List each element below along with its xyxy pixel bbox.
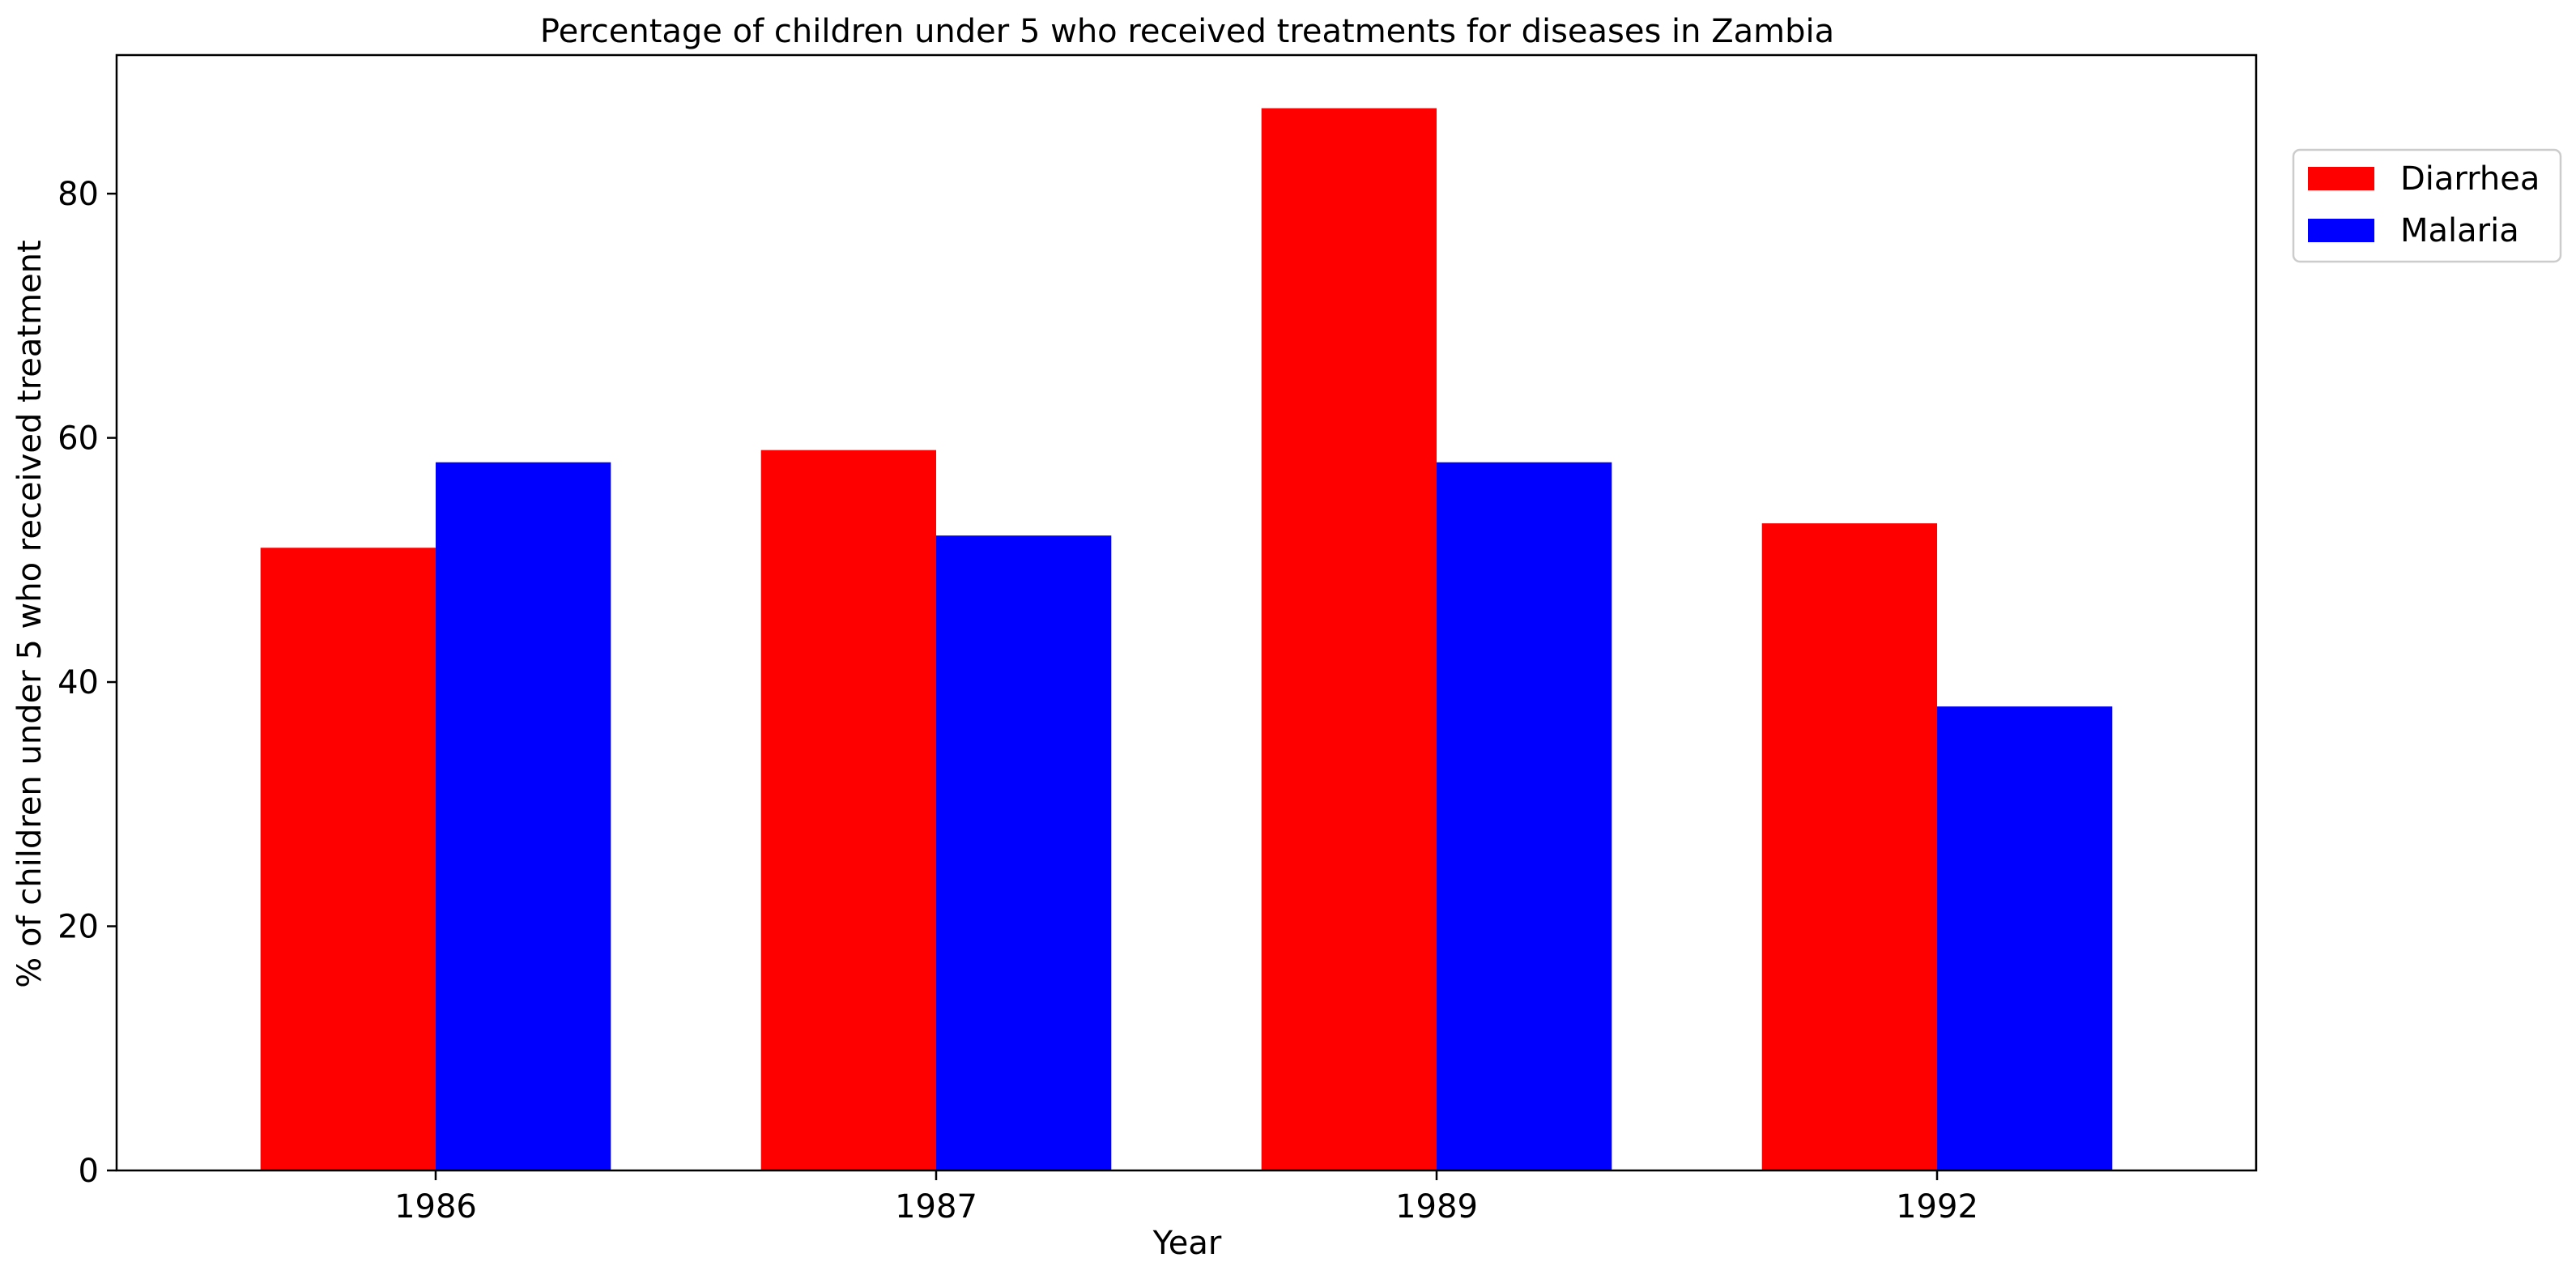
bar-diarrhea-1992 bbox=[1761, 523, 1938, 1170]
axes-layer: 0 20 40 60 80 1986 1987 1989 1992 bbox=[57, 53, 2258, 1226]
y-tick-label: 20 bbox=[57, 909, 99, 946]
y-tick-label: 40 bbox=[57, 664, 99, 701]
bar-diarrhea-1986 bbox=[260, 548, 436, 1170]
bar-malaria-1992 bbox=[1937, 706, 2113, 1170]
x-tick-label: 1992 bbox=[1896, 1188, 1978, 1226]
bar-diarrhea-1989 bbox=[1261, 108, 1437, 1171]
bars-layer bbox=[260, 108, 2113, 1171]
y-tick-label: 80 bbox=[57, 176, 99, 213]
bar-malaria-1989 bbox=[1437, 462, 1612, 1170]
x-tick-label: 1989 bbox=[1395, 1188, 1478, 1226]
x-tick-label: 1986 bbox=[394, 1188, 477, 1226]
x-axis-label: Year bbox=[1152, 1225, 1222, 1262]
chart-title: Percentage of children under 5 who recei… bbox=[540, 13, 1834, 50]
x-tick-label: 1987 bbox=[895, 1188, 977, 1226]
y-tick-label: 0 bbox=[79, 1153, 99, 1190]
legend-label-diarrhea: Diarrhea bbox=[2400, 160, 2540, 198]
bar-malaria-1987 bbox=[935, 535, 1112, 1170]
y-axis-label: % of children under 5 who received treat… bbox=[11, 240, 49, 987]
legend-swatch-diarrhea bbox=[2308, 167, 2374, 190]
bar-diarrhea-1987 bbox=[760, 450, 936, 1170]
bar-malaria-1986 bbox=[435, 462, 611, 1170]
plot-frame bbox=[115, 53, 2258, 1172]
legend-swatch-malaria bbox=[2308, 219, 2374, 242]
legend: Diarrhea Malaria bbox=[2292, 148, 2562, 263]
legend-label-malaria: Malaria bbox=[2400, 212, 2519, 249]
y-tick-label: 60 bbox=[57, 420, 99, 458]
